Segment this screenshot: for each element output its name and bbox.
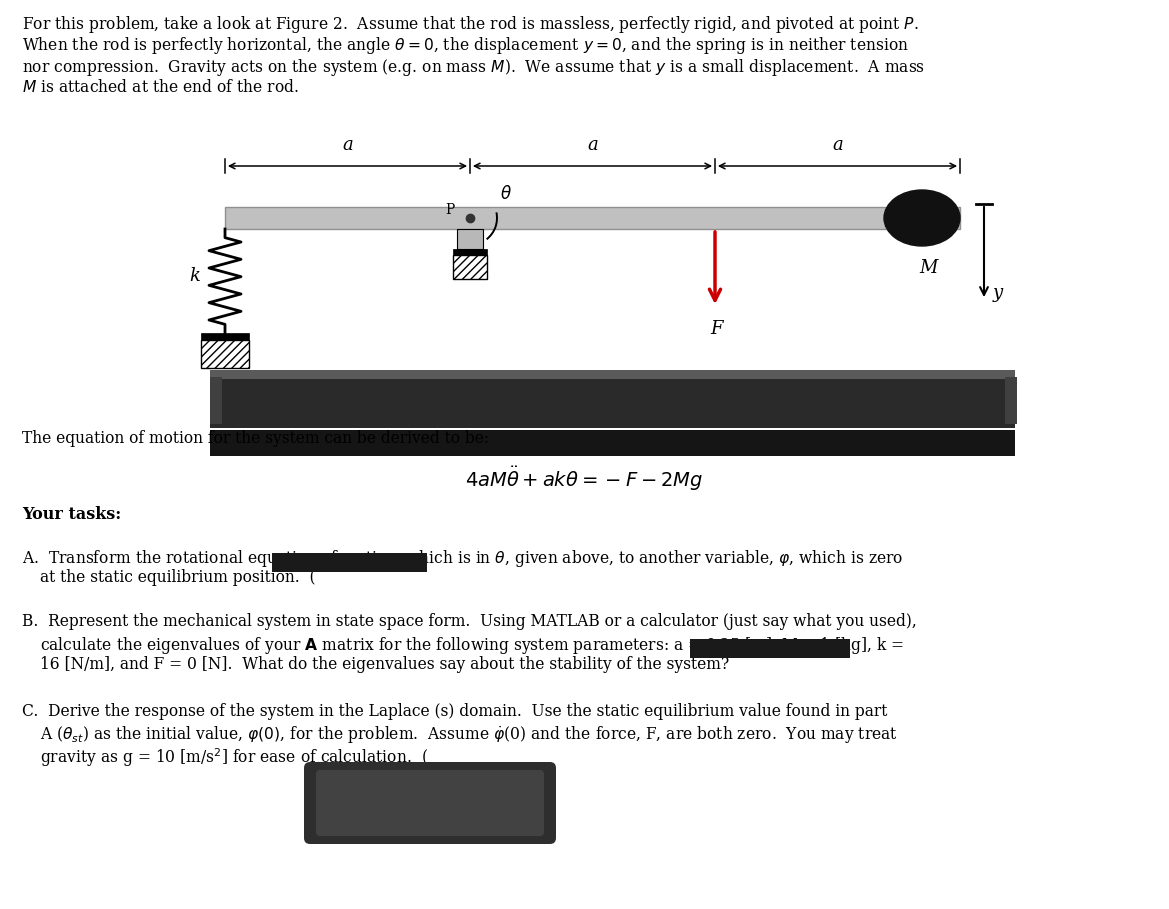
Text: k: k	[189, 267, 200, 285]
Text: B.  Represent the mechanical system in state space form.  Using MATLAB or a calc: B. Represent the mechanical system in st…	[22, 613, 916, 630]
Text: A.  Transform the rotational equation of motion, which is in $\theta$, given abo: A. Transform the rotational equation of …	[22, 548, 904, 569]
Text: When the rod is perfectly horizontal, the angle $\theta = 0$, the displacement $: When the rod is perfectly horizontal, th…	[22, 35, 909, 56]
Bar	[210, 373, 1015, 428]
Bar	[201, 333, 249, 340]
Text: $4aM\ddot{\theta} + ak\theta = -F - 2Mg$: $4aM\ddot{\theta} + ak\theta = -F - 2Mg$	[465, 464, 703, 493]
Text: C.  Derive the response of the system in the Laplace (s) domain.  Use the static: C. Derive the response of the system in …	[22, 703, 887, 720]
Text: $M$ is attached at the end of the rod.: $M$ is attached at the end of the rod.	[22, 78, 299, 95]
Text: P: P	[445, 203, 455, 217]
Text: gravity as g = 10 [m/s$^2$] for ease of calculation.  (: gravity as g = 10 [m/s$^2$] for ease of …	[40, 746, 428, 769]
Text: $\theta$: $\theta$	[500, 185, 512, 203]
Text: M: M	[919, 259, 938, 277]
Bar	[454, 249, 487, 255]
FancyBboxPatch shape	[304, 762, 556, 844]
Ellipse shape	[884, 190, 960, 246]
Text: nor compression.  Gravity acts on the system (e.g. on mass $M$).  We assume that: nor compression. Gravity acts on the sys…	[22, 57, 925, 78]
Text: calculate the eigenvalues of your $\mathbf{A}$ matrix for the following system p: calculate the eigenvalues of your $\math…	[40, 634, 904, 655]
Bar	[1005, 377, 1017, 424]
Text: For this problem, take a look at Figure 2.  Assume that the rod is massless, per: For this problem, take a look at Figure …	[22, 14, 919, 35]
Bar	[210, 377, 222, 424]
Text: a: a	[832, 136, 843, 154]
Text: The equation of motion for the system can be derived to be:: The equation of motion for the system ca…	[22, 430, 489, 447]
Text: a: a	[587, 136, 597, 154]
Bar	[690, 639, 850, 658]
Bar	[457, 229, 483, 249]
Text: y: y	[992, 284, 1003, 302]
Text: Your tasks:: Your tasks:	[22, 506, 122, 523]
Text: A ($\theta_{st}$) as the initial value, $\varphi(0)$, for the problem.  Assume $: A ($\theta_{st}$) as the initial value, …	[40, 724, 898, 746]
Bar	[210, 370, 1015, 379]
Bar	[210, 430, 1015, 456]
Bar	[201, 340, 249, 368]
Text: at the static equilibrium position.  (: at the static equilibrium position. (	[40, 570, 316, 586]
Bar	[454, 255, 487, 279]
Text: a: a	[343, 136, 353, 154]
Text: F: F	[711, 320, 724, 338]
Text: 16 [N/m], and F = 0 [N].  What do the eigenvalues say about the stability of the: 16 [N/m], and F = 0 [N]. What do the eig…	[40, 656, 729, 673]
Bar	[224, 207, 960, 229]
FancyBboxPatch shape	[316, 770, 544, 836]
Bar	[272, 553, 427, 572]
